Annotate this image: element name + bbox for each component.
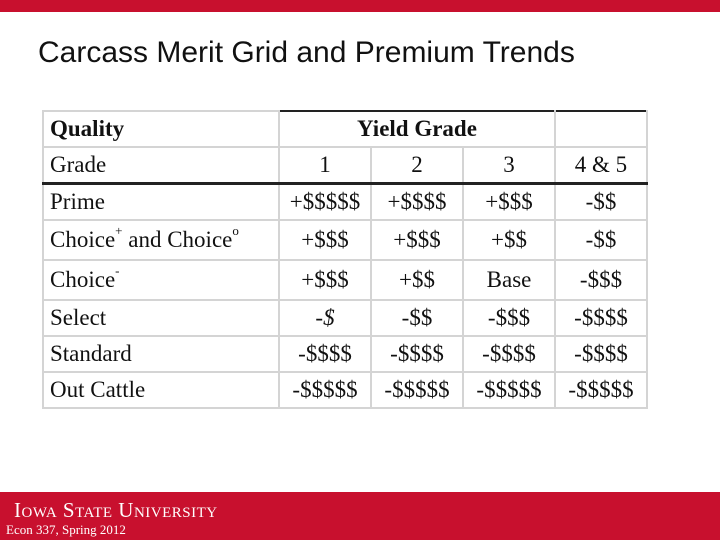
column-header: 3 [462, 146, 556, 185]
premium-cell: -$$$$ [554, 335, 648, 373]
premium-cell: -$$$$$ [278, 371, 372, 409]
premium-cell: +$$$$ [370, 182, 464, 221]
table-row: Standard -$$$$ -$$$$ -$$$$ -$$$$ [42, 335, 648, 373]
premium-cell: -$$$$ [462, 335, 556, 373]
premium-cell: -$$$$ [370, 335, 464, 373]
header-cell: Quality [42, 110, 280, 148]
table-row: Prime +$$$$$ +$$$$ +$$$ -$$ [42, 182, 648, 221]
column-header: 2 [370, 146, 464, 185]
footer-bar: Iowa State University Econ 337, Spring 2… [0, 492, 720, 540]
premium-cell: +$$ [462, 219, 556, 261]
premium-cell: +$$$ [370, 219, 464, 261]
row-label: Select [42, 299, 280, 337]
label-superscript: o [232, 223, 239, 238]
premium-cell: +$$$ [462, 182, 556, 221]
university-name: Iowa State University [14, 498, 218, 522]
label-text: and Choice [122, 227, 233, 252]
premium-cell: -$$$ [554, 259, 648, 301]
table-row: Choice+ and Choiceo +$$$ +$$$ +$$ -$$ [42, 219, 648, 261]
header-row: Grade 1 2 3 4 & 5 [42, 146, 648, 185]
premium-cell: -$$ [554, 182, 648, 221]
premium-cell: +$$$ [278, 219, 372, 261]
row-label: Out Cattle [42, 371, 280, 409]
premium-cell: -$$ [370, 299, 464, 337]
table-row: Out Cattle -$$$$$ -$$$$$ -$$$$$ -$$$$$ [42, 371, 648, 409]
premium-cell: -$$ [554, 219, 648, 261]
premium-cell: +$$ [370, 259, 464, 301]
empty-cell [554, 110, 648, 148]
course-label: Econ 337, Spring 2012 [6, 522, 126, 537]
label-text: Prime [50, 189, 105, 214]
premium-cell: -$$$$$ [462, 371, 556, 409]
premium-cell: +$$$ [278, 259, 372, 301]
row-label: Choice+ and Choiceo [42, 219, 280, 261]
column-header: 1 [278, 146, 372, 185]
merit-grid-table: Quality Yield Grade Grade 1 2 3 4 & 5 Prime +$$$… [42, 110, 648, 409]
premium-cell: -$$$$ [554, 299, 648, 337]
group-header-cell: Yield Grade [278, 110, 556, 148]
table-body: Quality Yield Grade Grade 1 2 3 4 & 5 Prime +$$$… [42, 110, 648, 409]
slide-title: Carcass Merit Grid and Premium Trends [38, 36, 575, 69]
label-text: Standard [50, 341, 132, 366]
label-text: Choice [50, 227, 116, 252]
premium-cell: -$$$$$ [370, 371, 464, 409]
row-label: Prime [42, 182, 280, 221]
label-text: Out Cattle [50, 377, 146, 402]
row-label: Choice- [42, 259, 280, 301]
header-cell: Grade [42, 146, 280, 185]
premium-cell: -$ [278, 299, 372, 337]
premium-cell: -$$$$ [278, 335, 372, 373]
header-row: Quality Yield Grade [42, 110, 648, 148]
premium-cell: -$$$$$ [554, 371, 648, 409]
column-header: 4 & 5 [554, 146, 648, 185]
table-row: Choice- +$$$ +$$ Base -$$$ [42, 259, 648, 301]
top-bar [0, 0, 720, 12]
premium-cell: -$$$ [462, 299, 556, 337]
label-superscript: + [115, 223, 123, 238]
premium-cell: +$$$$$ [278, 182, 372, 221]
table-row: Select -$ -$$ -$$$ -$$$$ [42, 299, 648, 337]
label-text: Choice [50, 267, 116, 292]
premium-cell: Base [462, 259, 556, 301]
row-label: Standard [42, 335, 280, 373]
label-superscript: - [115, 263, 120, 278]
label-text: Select [50, 305, 107, 330]
